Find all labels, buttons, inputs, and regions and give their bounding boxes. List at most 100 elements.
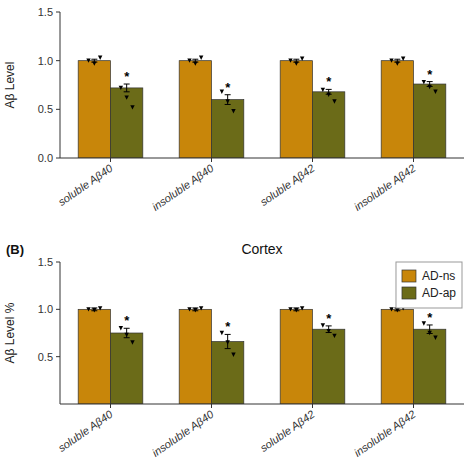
error-bar bbox=[124, 84, 130, 92]
data-point bbox=[130, 340, 134, 344]
data-point bbox=[231, 353, 235, 357]
x-tick-label: insoluble Aβ40 bbox=[150, 407, 217, 459]
error-cap bbox=[293, 59, 299, 60]
x-tick bbox=[110, 158, 111, 162]
bar bbox=[212, 342, 244, 404]
data-point bbox=[187, 307, 191, 311]
data-point bbox=[86, 58, 90, 62]
bar bbox=[280, 61, 312, 158]
error-cap bbox=[91, 59, 97, 60]
data-point bbox=[433, 336, 437, 340]
bar bbox=[414, 329, 446, 404]
data-point bbox=[300, 57, 304, 61]
data-point bbox=[92, 61, 96, 65]
x-tick-label: soluble Aβ40 bbox=[56, 407, 116, 454]
data-point bbox=[199, 306, 203, 310]
title: Cortex bbox=[241, 241, 282, 257]
x-tick bbox=[413, 158, 414, 162]
bar bbox=[381, 61, 413, 158]
data-point bbox=[332, 334, 336, 338]
plot-area bbox=[78, 56, 446, 158]
bar bbox=[111, 333, 143, 404]
x-tick bbox=[312, 404, 313, 408]
x-tick bbox=[211, 158, 212, 162]
legend-swatch bbox=[402, 270, 416, 282]
y-tick bbox=[56, 356, 60, 357]
bar bbox=[414, 84, 446, 158]
y-tick bbox=[56, 109, 60, 110]
y-tick-label: 1.5 bbox=[38, 256, 53, 268]
x-tick-label: soluble Aβ40 bbox=[56, 161, 116, 208]
error-bar bbox=[326, 326, 332, 333]
error-cap bbox=[225, 348, 231, 349]
annotation: * bbox=[427, 310, 433, 325]
data-point bbox=[294, 308, 298, 312]
data-point bbox=[124, 333, 128, 337]
y-tick bbox=[56, 60, 60, 61]
data-point bbox=[326, 93, 330, 97]
data-point bbox=[422, 80, 426, 84]
bar bbox=[280, 309, 312, 404]
error-cap bbox=[394, 59, 400, 60]
data-point bbox=[86, 307, 90, 311]
x-tick bbox=[312, 158, 313, 162]
error-cap bbox=[192, 59, 198, 60]
data-point bbox=[433, 90, 437, 94]
data-point bbox=[389, 307, 393, 311]
annotation: * bbox=[124, 69, 130, 84]
bar bbox=[78, 309, 110, 404]
data-point bbox=[225, 99, 229, 103]
data-point bbox=[98, 56, 102, 60]
y-tick bbox=[56, 262, 60, 263]
panel: ****0.00.51.01.5soluble Aβ40insoluble Aβ… bbox=[3, 6, 464, 213]
y-axis-line bbox=[60, 12, 61, 158]
data-point bbox=[220, 90, 224, 94]
y-tick bbox=[56, 12, 60, 13]
error-cap bbox=[124, 91, 130, 92]
x-tick-label: soluble Aβ42 bbox=[258, 162, 317, 208]
data-point bbox=[389, 58, 393, 62]
data-point bbox=[124, 95, 128, 99]
x-axis-line bbox=[60, 404, 464, 405]
data-point bbox=[193, 308, 197, 312]
data-point bbox=[401, 57, 405, 61]
data-point bbox=[332, 99, 336, 103]
annotation: * bbox=[225, 80, 231, 95]
bar bbox=[313, 329, 345, 404]
data-point bbox=[225, 340, 229, 344]
legend-label: AD-ns bbox=[422, 269, 455, 283]
data-point bbox=[119, 326, 123, 330]
data-point bbox=[395, 308, 399, 312]
error-line bbox=[126, 84, 127, 92]
legend-label: AD-ap bbox=[422, 286, 456, 300]
legend-swatch bbox=[402, 287, 416, 299]
data-point bbox=[187, 58, 191, 62]
y-axis-label: Aβ Level % bbox=[3, 302, 17, 363]
error-cap bbox=[225, 104, 231, 105]
bar bbox=[212, 100, 244, 158]
chart-root: ****0.00.51.01.5soluble Aβ40insoluble Aβ… bbox=[0, 0, 474, 474]
x-tick-label: insoluble Aβ42 bbox=[352, 408, 418, 459]
annotation: * bbox=[427, 67, 433, 82]
x-axis-line bbox=[60, 158, 464, 159]
panel-label: (B) bbox=[6, 242, 24, 257]
data-point bbox=[427, 331, 431, 335]
data-point bbox=[98, 306, 102, 310]
y-tick-label: 0.5 bbox=[38, 103, 53, 115]
data-point bbox=[395, 61, 399, 65]
data-point bbox=[130, 105, 134, 109]
data-point bbox=[326, 329, 330, 333]
y-tick bbox=[56, 158, 60, 159]
data-point bbox=[321, 323, 325, 327]
x-tick bbox=[110, 404, 111, 408]
panel: ****0.51.01.5soluble Aβ40insoluble Aβ40s… bbox=[3, 241, 464, 459]
y-tick-label: 1.0 bbox=[38, 55, 53, 67]
bar bbox=[111, 88, 143, 158]
data-point bbox=[92, 308, 96, 312]
data-point bbox=[422, 321, 426, 325]
x-tick bbox=[211, 404, 212, 408]
bar bbox=[313, 92, 345, 158]
annotation: * bbox=[225, 319, 231, 334]
data-point bbox=[300, 306, 304, 310]
data-point bbox=[288, 307, 292, 311]
